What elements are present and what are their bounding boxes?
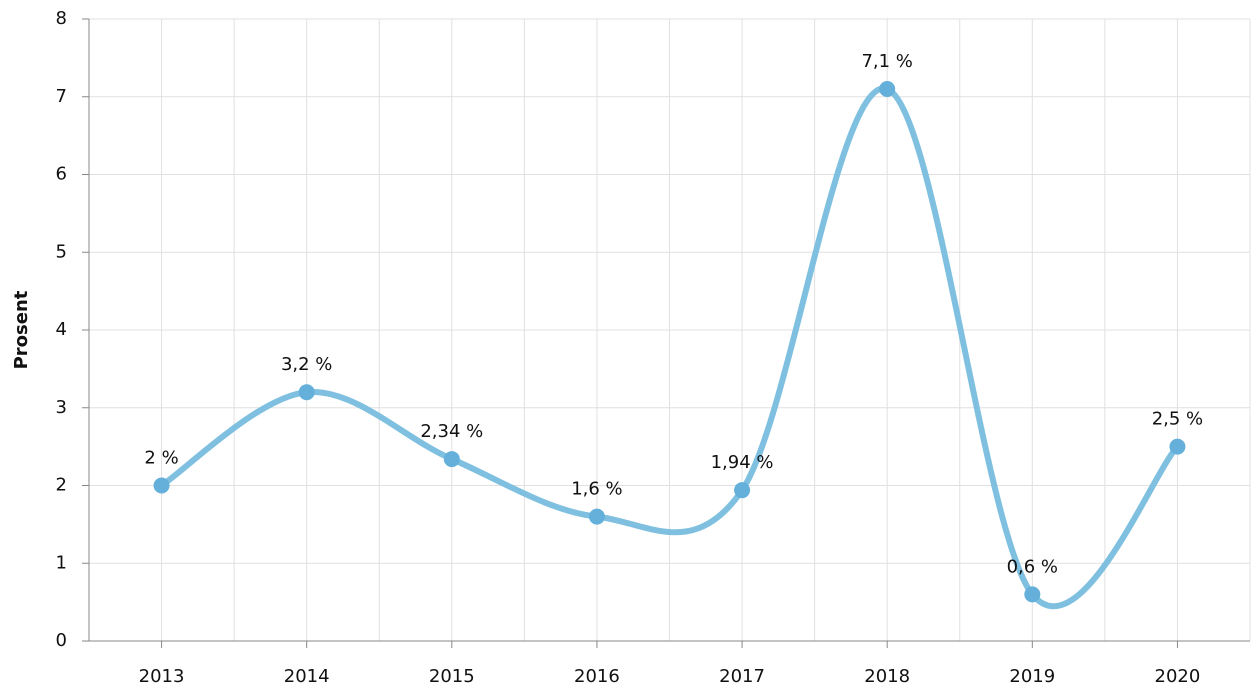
y-tick-label: 2 bbox=[56, 475, 67, 496]
value-label: 1,94 % bbox=[711, 452, 774, 473]
x-tick-label: 2019 bbox=[1009, 666, 1055, 687]
y-tick-label: 8 bbox=[56, 8, 67, 29]
value-label: 7,1 % bbox=[861, 51, 912, 72]
y-tick-label: 6 bbox=[56, 164, 67, 185]
y-tick-label: 3 bbox=[56, 397, 67, 418]
x-tick-label: 2014 bbox=[284, 666, 330, 687]
x-tick-label: 2013 bbox=[139, 666, 185, 687]
value-label: 1,6 % bbox=[571, 479, 622, 500]
value-label: 2,34 % bbox=[420, 421, 483, 442]
line bbox=[158, 85, 1181, 609]
value-label: 2 % bbox=[144, 448, 178, 469]
y-tick-label: 1 bbox=[56, 552, 67, 573]
value-label: 0,6 % bbox=[1007, 556, 1058, 577]
value-label: 3,2 % bbox=[281, 354, 332, 375]
x-tick-label: 2020 bbox=[1155, 666, 1201, 687]
y-tick-label: 5 bbox=[56, 241, 67, 262]
y-tick-label: 7 bbox=[56, 86, 67, 107]
y-tick-label: 0 bbox=[56, 630, 67, 651]
marker bbox=[1024, 586, 1041, 603]
marker bbox=[443, 451, 460, 468]
y-axis-label: Prosent bbox=[11, 290, 32, 369]
marker bbox=[298, 384, 315, 401]
x-tick-label: 2016 bbox=[574, 666, 620, 687]
marker bbox=[734, 482, 751, 499]
marker bbox=[879, 80, 896, 97]
x-tick-label: 2015 bbox=[429, 666, 475, 687]
value-label: 2,5 % bbox=[1152, 409, 1203, 430]
marker bbox=[588, 508, 605, 525]
marker bbox=[1169, 438, 1186, 455]
x-tick-label: 2018 bbox=[864, 666, 910, 687]
y-tick-label: 4 bbox=[56, 319, 67, 340]
x-tick-label: 2017 bbox=[719, 666, 765, 687]
marker bbox=[153, 477, 170, 494]
